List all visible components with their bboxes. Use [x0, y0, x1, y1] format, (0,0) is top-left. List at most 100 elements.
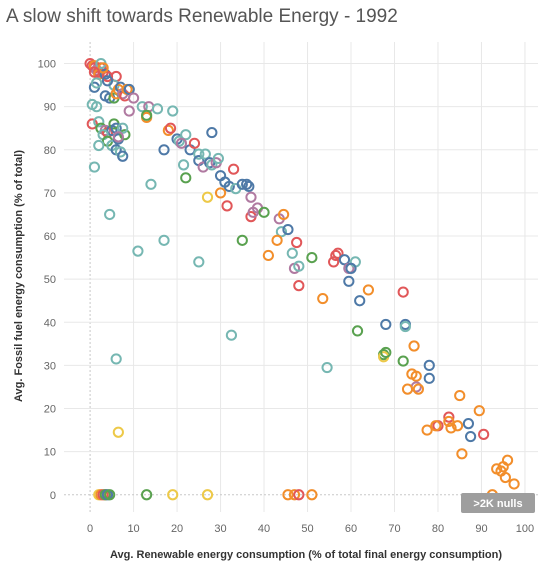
data-point[interactable] — [236, 178, 248, 190]
data-point[interactable] — [288, 489, 301, 501]
data-point[interactable] — [282, 223, 294, 236]
data-point[interactable] — [399, 320, 411, 333]
data-point[interactable] — [91, 77, 103, 89]
data-point[interactable] — [282, 489, 294, 501]
data-point[interactable] — [462, 418, 475, 430]
data-point[interactable] — [332, 247, 344, 259]
data-point[interactable] — [112, 426, 124, 438]
data-point[interactable] — [380, 346, 392, 359]
data-point[interactable] — [193, 148, 205, 160]
data-point[interactable] — [221, 200, 233, 212]
data-point[interactable] — [412, 383, 425, 395]
data-point[interactable] — [93, 116, 105, 128]
data-point[interactable] — [243, 180, 255, 193]
data-point[interactable] — [456, 448, 468, 460]
data-point[interactable] — [293, 280, 305, 292]
data-point[interactable] — [293, 489, 305, 501]
data-point[interactable] — [236, 234, 248, 246]
data-point[interactable] — [225, 329, 238, 341]
data-point[interactable] — [93, 139, 105, 152]
data-point[interactable] — [478, 428, 490, 440]
data-point[interactable] — [141, 489, 153, 501]
data-point[interactable] — [112, 131, 124, 143]
data-point[interactable] — [88, 161, 101, 173]
data-point[interactable] — [180, 129, 192, 141]
data-point[interactable] — [278, 208, 290, 221]
data-point[interactable] — [86, 118, 98, 130]
data-point[interactable] — [180, 172, 192, 184]
data-point[interactable] — [127, 92, 140, 104]
data-point[interactable] — [401, 383, 414, 395]
data-point[interactable] — [132, 245, 144, 257]
data-point[interactable] — [451, 420, 464, 432]
data-point[interactable] — [193, 256, 205, 268]
data-point[interactable] — [330, 249, 342, 262]
data-point[interactable] — [88, 66, 101, 78]
data-point[interactable] — [99, 68, 111, 80]
data-point[interactable] — [227, 163, 240, 175]
data-point[interactable] — [380, 318, 392, 331]
data-point[interactable] — [151, 103, 164, 115]
data-point[interactable] — [162, 124, 174, 136]
data-point[interactable] — [167, 105, 179, 117]
data-point[interactable] — [199, 148, 211, 160]
data-point[interactable] — [117, 122, 129, 134]
data-point[interactable] — [501, 454, 514, 466]
data-point[interactable] — [97, 62, 109, 74]
data-point[interactable] — [345, 262, 357, 274]
data-point[interactable] — [104, 208, 116, 221]
data-point[interactable] — [119, 129, 131, 141]
data-point[interactable] — [421, 424, 433, 436]
data-point[interactable] — [328, 256, 340, 268]
data-point[interactable] — [158, 144, 170, 156]
data-point[interactable] — [123, 105, 135, 117]
data-point[interactable] — [271, 234, 283, 246]
data-point[interactable] — [454, 389, 466, 402]
data-point[interactable] — [445, 422, 457, 434]
data-point[interactable] — [158, 234, 170, 246]
data-point[interactable] — [354, 295, 366, 307]
data-point[interactable] — [141, 109, 153, 121]
data-point[interactable] — [204, 157, 216, 169]
data-point[interactable] — [214, 187, 227, 199]
data-point[interactable] — [206, 126, 218, 139]
data-point[interactable] — [306, 251, 318, 264]
data-point[interactable] — [136, 101, 148, 113]
data-point[interactable] — [397, 286, 409, 298]
data-point[interactable] — [286, 247, 298, 259]
data-point[interactable] — [473, 405, 485, 417]
data-point[interactable] — [293, 260, 305, 272]
data-point[interactable] — [362, 284, 375, 296]
data-point[interactable] — [275, 226, 288, 238]
data-point[interactable] — [223, 180, 235, 193]
data-point[interactable] — [145, 178, 157, 190]
data-point[interactable] — [306, 489, 318, 501]
data-point[interactable] — [262, 249, 274, 262]
data-point[interactable] — [188, 137, 201, 149]
data-point[interactable] — [91, 101, 103, 113]
data-point[interactable] — [321, 361, 333, 374]
data-point[interactable] — [123, 83, 135, 96]
data-point[interactable] — [164, 122, 177, 134]
data-point[interactable] — [110, 353, 122, 365]
data-point[interactable] — [464, 430, 477, 443]
data-point[interactable] — [258, 206, 270, 218]
data-point[interactable] — [410, 370, 422, 382]
data-point[interactable] — [175, 137, 188, 149]
data-point[interactable] — [430, 420, 442, 432]
data-point[interactable] — [508, 478, 520, 490]
data-point[interactable] — [423, 359, 435, 371]
nulls-badge[interactable]: >2K nulls — [461, 493, 535, 513]
data-point[interactable] — [167, 489, 179, 501]
data-point[interactable] — [317, 292, 329, 305]
data-point[interactable] — [443, 415, 455, 428]
data-point[interactable] — [212, 152, 224, 165]
data-point[interactable] — [343, 275, 355, 287]
data-point[interactable] — [423, 372, 435, 384]
data-point[interactable] — [201, 489, 214, 501]
data-point[interactable] — [499, 471, 511, 484]
data-point[interactable] — [397, 355, 409, 367]
data-point[interactable] — [241, 178, 253, 190]
data-point[interactable] — [291, 236, 303, 249]
data-point[interactable] — [104, 489, 116, 501]
